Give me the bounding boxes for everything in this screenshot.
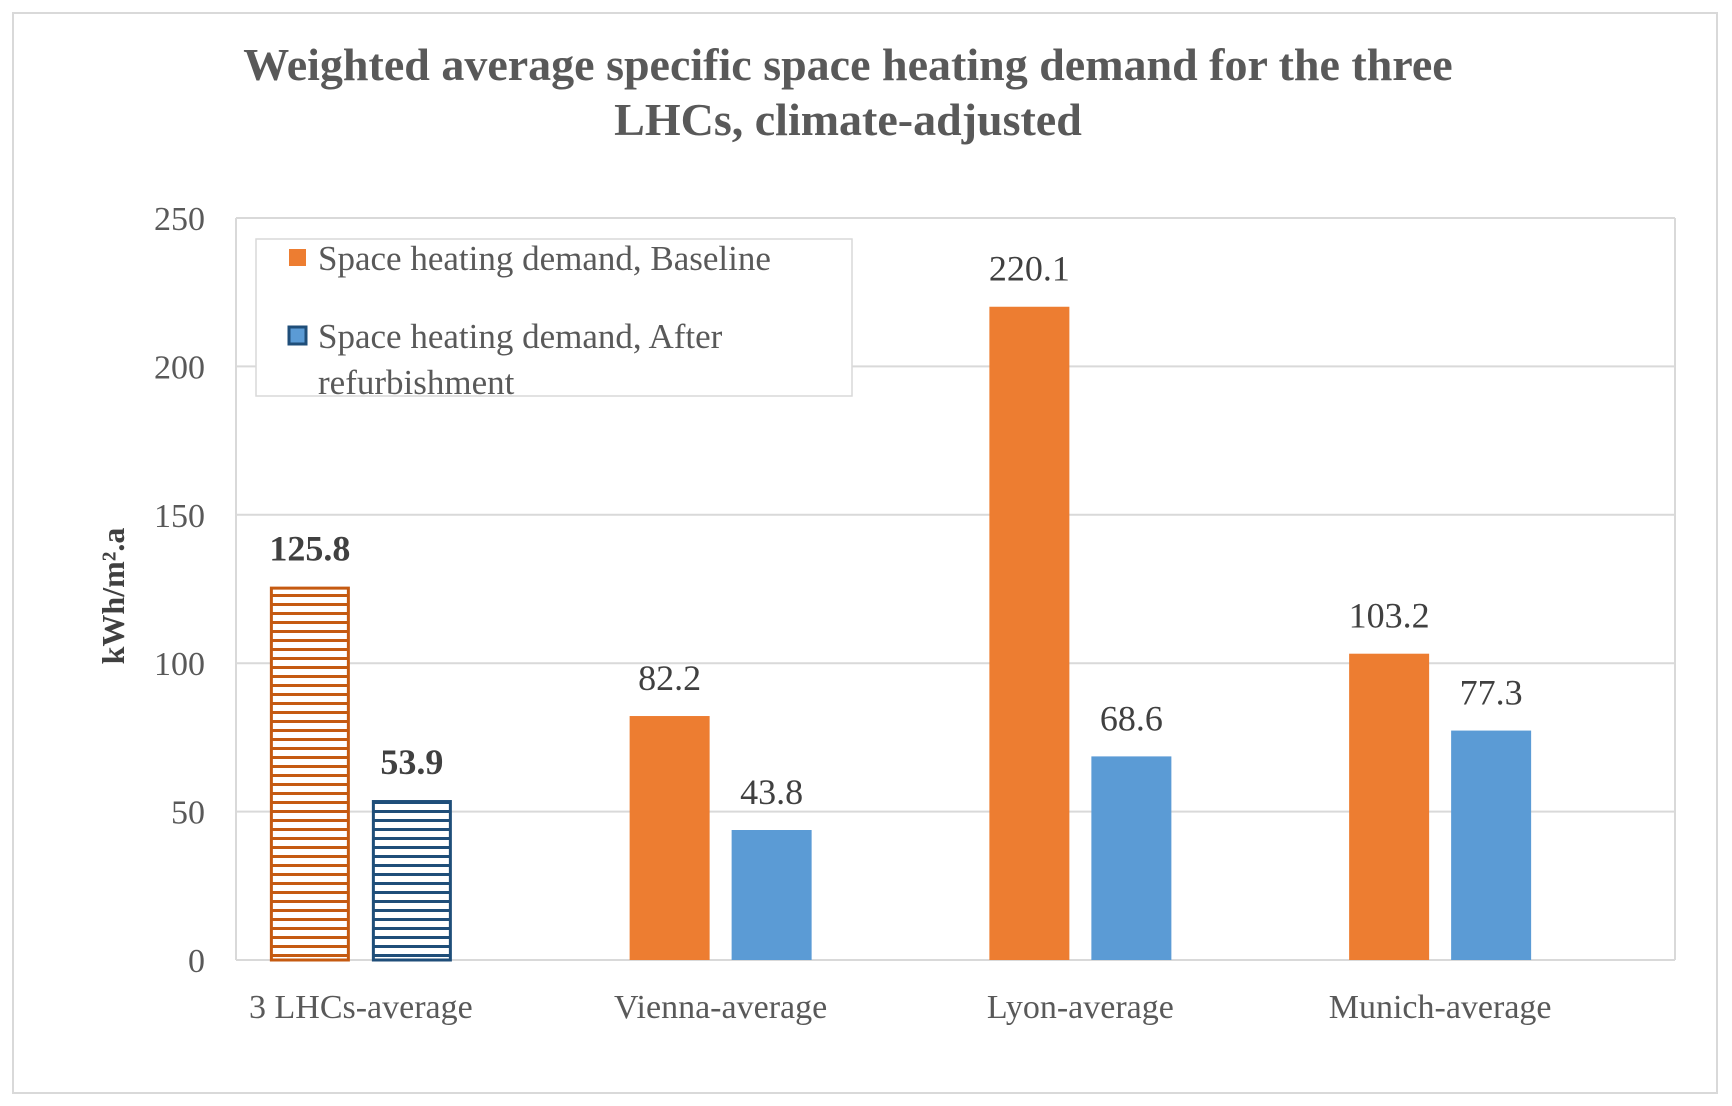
x-tick-label-munich-average: Munich-average <box>1329 989 1552 1026</box>
data-label-lyon-average-after: 68.6 <box>1100 698 1163 738</box>
x-tick-label-lyon-average: Lyon-average <box>987 989 1174 1026</box>
y-tick-label-100: 100 <box>154 646 205 683</box>
chart-title-line-2: LHCs, climate-adjusted <box>614 94 1082 145</box>
bar-munich-average-baseline <box>1349 653 1430 960</box>
legend-box <box>255 238 853 397</box>
bar-3-lhcs-average-baseline <box>269 586 350 962</box>
bar-3-lhcs-average-after <box>371 800 452 962</box>
bars <box>269 306 1532 962</box>
bar-lyon-average-after <box>1091 756 1172 960</box>
axes: 0 50 100 150 200 250 3 LHCs-average Vienna-aver… <box>154 201 1676 1026</box>
data-label-vienna-average-baseline: 82.2 <box>638 658 701 698</box>
legend-label-after-line-2: refurbishment <box>318 363 515 402</box>
x-tick-label-vienna-average: Vienna-average <box>614 989 827 1026</box>
bar-vienna-average-after <box>731 830 812 960</box>
data-labels: 125.8 53.9 82.2 43.8 220.1 68.6 103.2 77.3 <box>269 249 1522 812</box>
legend-swatch-baseline <box>289 249 306 266</box>
legend-label-baseline: Space heating demand, Baseline <box>318 239 771 278</box>
y-axis-label: kWh/m².a <box>95 528 131 665</box>
data-label-lyon-average-baseline: 220.1 <box>989 249 1070 289</box>
data-label-3-lhcs-average-baseline: 125.8 <box>269 529 350 569</box>
legend-swatch-after <box>287 325 308 346</box>
legend-label-after-line-1: Space heating demand, After <box>318 317 723 356</box>
data-label-vienna-average-after: 43.8 <box>740 772 803 812</box>
y-tick-label-200: 200 <box>154 349 205 386</box>
data-label-3-lhcs-average-after: 53.9 <box>380 742 443 782</box>
x-tick-label-3-lhcs-average: 3 LHCs-average <box>249 989 473 1026</box>
bar-lyon-average-baseline <box>989 306 1070 961</box>
y-tick-label-250: 250 <box>154 201 205 238</box>
legend: Space heating demand, Baseline Space hea… <box>255 238 853 402</box>
data-label-munich-average-after: 77.3 <box>1460 673 1523 713</box>
bar-munich-average-after <box>1451 730 1532 960</box>
y-tick-label-150: 150 <box>154 498 205 535</box>
y-tick-label-0: 0 <box>188 943 205 980</box>
bar-vienna-average-baseline <box>629 716 710 960</box>
y-tick-label-50: 50 <box>171 795 205 832</box>
chart-title-line-1: Weighted average specific space heating … <box>243 39 1452 90</box>
data-label-munich-average-baseline: 103.2 <box>1349 596 1430 636</box>
